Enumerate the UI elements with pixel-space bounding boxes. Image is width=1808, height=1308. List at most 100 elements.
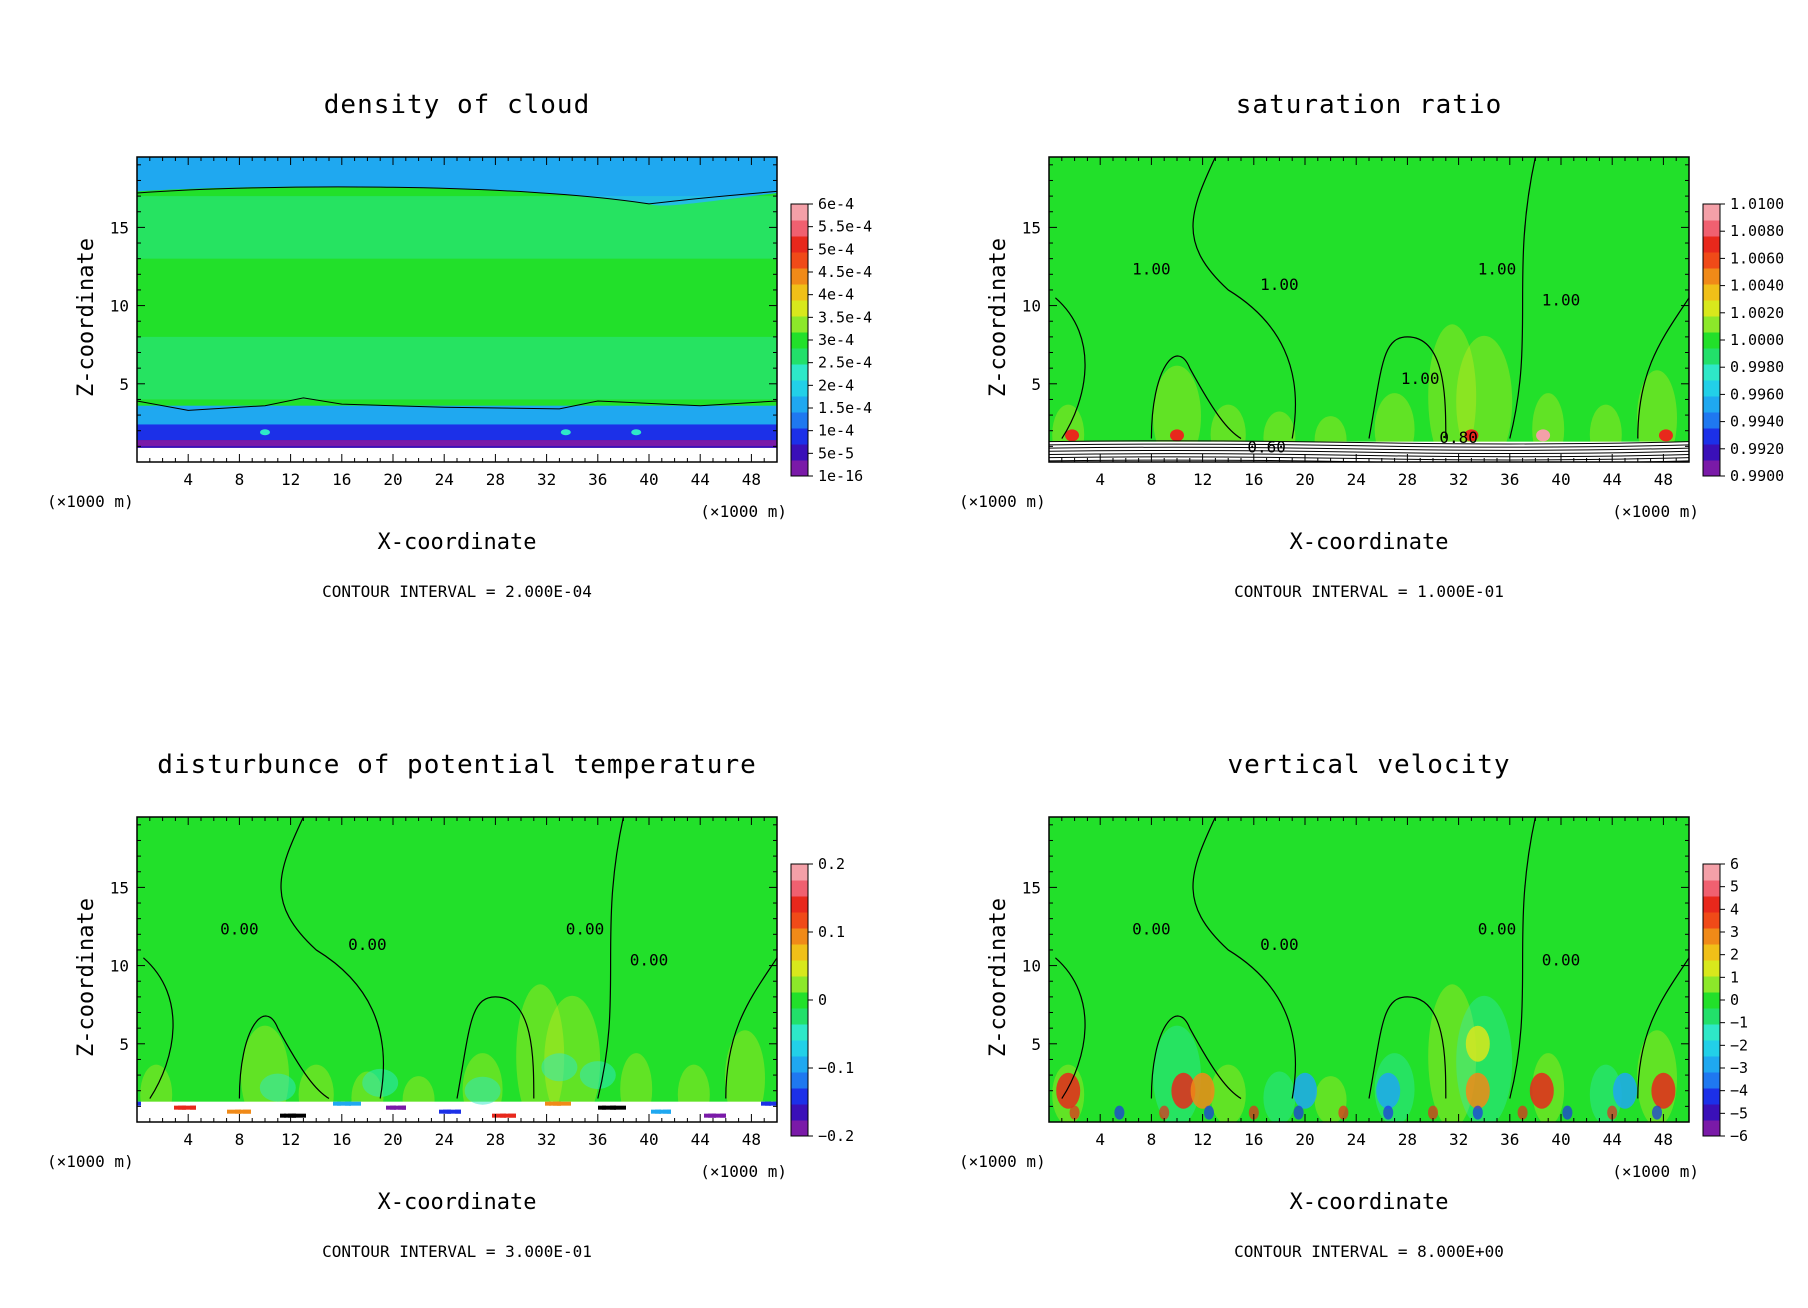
colorbar-label: 1.0100: [1730, 195, 1784, 213]
vel-surface-10: [1517, 1105, 1528, 1120]
vel-cell-9: [1613, 1072, 1637, 1109]
x-tick-label: 48: [742, 1130, 761, 1149]
contour-line-5: [1637, 957, 1689, 1099]
contour-line-5: [1637, 297, 1689, 439]
x-tick-label: 32: [537, 1130, 556, 1149]
x-tick-label: 28: [486, 1130, 505, 1149]
y-tick-label: 15: [110, 878, 129, 897]
vel-cell-3: [1376, 1072, 1401, 1109]
colorbar-segment: [791, 976, 808, 993]
theta-noise-39: [284, 1113, 296, 1118]
colorbar-segment: [1703, 300, 1720, 317]
colorbar-segment: [1703, 1088, 1720, 1105]
x-tick-label: 44: [1603, 470, 1622, 489]
colorbar-label: 0.2: [818, 855, 845, 873]
colorbar-label: 1e-16: [818, 467, 863, 485]
x-tick-label: 36: [1500, 1130, 1519, 1149]
sat-hotspot-4: [1658, 429, 1673, 442]
theta-noise-56: [545, 1101, 551, 1106]
colorbar-label: 1: [1730, 968, 1739, 986]
cloud-ground: [137, 447, 777, 462]
colorbar-segment: [791, 204, 808, 221]
y-axis-label: Z-coordinate: [74, 238, 99, 397]
vel-surface-8: [1428, 1105, 1438, 1120]
x-tick-label: 12: [1193, 470, 1212, 489]
contour-line-1: [1150, 1015, 1242, 1100]
contour-label: 0.00: [220, 919, 259, 938]
x-tick-label: 24: [1347, 470, 1366, 489]
theta-blob-0: [259, 1073, 296, 1102]
cloud-contour-low: [137, 397, 777, 411]
colorbar-label: 2e-4: [818, 376, 854, 394]
x-tick-label: 16: [332, 470, 351, 489]
contour-label: 1.00: [1401, 369, 1440, 388]
colorbar-segment: [1703, 1120, 1720, 1137]
colorbar-label: 6: [1730, 855, 1739, 873]
contour-label: 1.00: [1542, 291, 1581, 310]
theta-noise-28: [341, 1101, 351, 1106]
colorbar-segment: [791, 1072, 808, 1089]
x-tick-label: 8: [1147, 1130, 1157, 1149]
vel-cell-6: [1529, 1072, 1554, 1109]
x-units-right: (×1000 m): [700, 502, 787, 521]
contour-line-4: [1509, 817, 1536, 1099]
colorbar-segment: [1703, 204, 1720, 221]
theta-noise-44: [549, 1101, 561, 1106]
vel-surface-6: [1338, 1105, 1349, 1120]
contour-line-1: [1150, 355, 1242, 440]
y-tick-label: 10: [110, 297, 129, 316]
colorbar-label: 6e-4: [818, 195, 854, 213]
vel-cell-4: [1465, 1072, 1490, 1109]
chart-field: 0.00 0.00 0.00 0.00: [137, 817, 777, 1122]
vel-cell-8: [1293, 1072, 1317, 1109]
cloud-spot-1: [560, 429, 571, 436]
theta-noise-49: [174, 1105, 186, 1110]
theta-blob-2: [464, 1076, 501, 1105]
colorbar-segment: [1703, 960, 1720, 977]
theta-noise-54: [439, 1109, 451, 1114]
colorbar-label: 5e-4: [818, 240, 854, 258]
colorbar-label: 1.0000: [1730, 331, 1784, 349]
x-tick-label: 8: [1147, 470, 1157, 489]
contour-interval: CONTOUR INTERVAL = 8.000E+00: [1234, 1242, 1504, 1261]
y-tick-label: 15: [1022, 218, 1041, 237]
colorbar-label: 1.5e-4: [818, 399, 872, 417]
plume-2: [1210, 1064, 1246, 1122]
x-tick-label: 40: [639, 470, 658, 489]
y-tick-label: 10: [1022, 297, 1041, 316]
field-background: [1049, 817, 1689, 1122]
chart-title: disturbunce of potential temperature: [157, 750, 757, 780]
colorbar-segment: [1703, 1072, 1720, 1089]
x-tick-label: 12: [281, 470, 300, 489]
colorbar-segment: [1703, 268, 1720, 285]
colorbar-label: 0.9960: [1730, 385, 1784, 403]
colorbar-label: 4: [1730, 900, 1739, 918]
colorbar-label: −0.2: [818, 1127, 854, 1145]
x-tick-label: 20: [1295, 1130, 1314, 1149]
x-tick-label: 12: [281, 1130, 300, 1149]
theta-noise-59: [704, 1113, 716, 1118]
theta-noise-8: [561, 1101, 571, 1106]
colorbar-label: 0.9900: [1730, 467, 1784, 485]
x-tick-label: 24: [1347, 1130, 1366, 1149]
vel-cell-7: [1651, 1072, 1676, 1109]
x-tick-label: 32: [537, 470, 556, 489]
colorbar-segment: [791, 236, 808, 253]
colorbar-segment: [791, 444, 808, 461]
x-units-right: (×1000 m): [700, 1162, 787, 1181]
contour-line-3: [456, 996, 535, 1099]
x-tick-label: 48: [742, 470, 761, 489]
colorbar-segment: [1703, 976, 1720, 993]
chart-title: density of cloud: [324, 90, 590, 120]
theta-noise-29: [394, 1105, 406, 1110]
colorbar-label: 2: [1730, 946, 1739, 964]
colorbar-segment: [791, 1008, 808, 1025]
colorbar-segment: [791, 896, 808, 913]
x-units-left: (×1000 m): [47, 1152, 134, 1171]
vel-cell-2: [1190, 1072, 1215, 1109]
x-tick-label: 16: [332, 1130, 351, 1149]
x-axis-label: X-coordinate: [378, 1190, 537, 1215]
